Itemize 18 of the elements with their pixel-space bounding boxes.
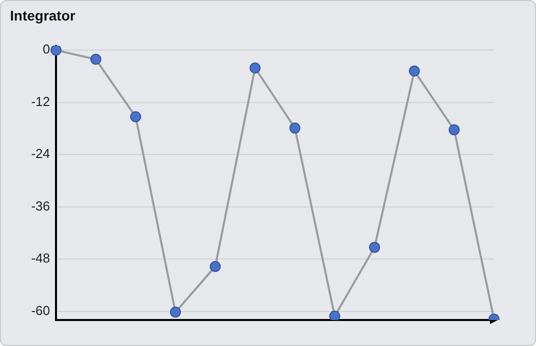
point (369, 242, 380, 253)
y-tick-label: -36 (31, 198, 50, 214)
point (408, 66, 420, 77)
point (329, 310, 340, 320)
y-tick-label: -24 (31, 146, 50, 162)
y-tick-label: -60 (31, 302, 50, 318)
point (210, 260, 221, 272)
point (289, 122, 300, 134)
point (448, 124, 460, 136)
chart-title: Integrator (10, 7, 76, 24)
point (50, 46, 62, 56)
point (90, 54, 102, 65)
y-tick-label: 0 (42, 42, 50, 57)
point (250, 62, 261, 74)
y-tick-label: -12 (31, 94, 50, 109)
point (130, 111, 142, 122)
y-tick-label: -48 (31, 250, 50, 266)
point (170, 306, 181, 318)
